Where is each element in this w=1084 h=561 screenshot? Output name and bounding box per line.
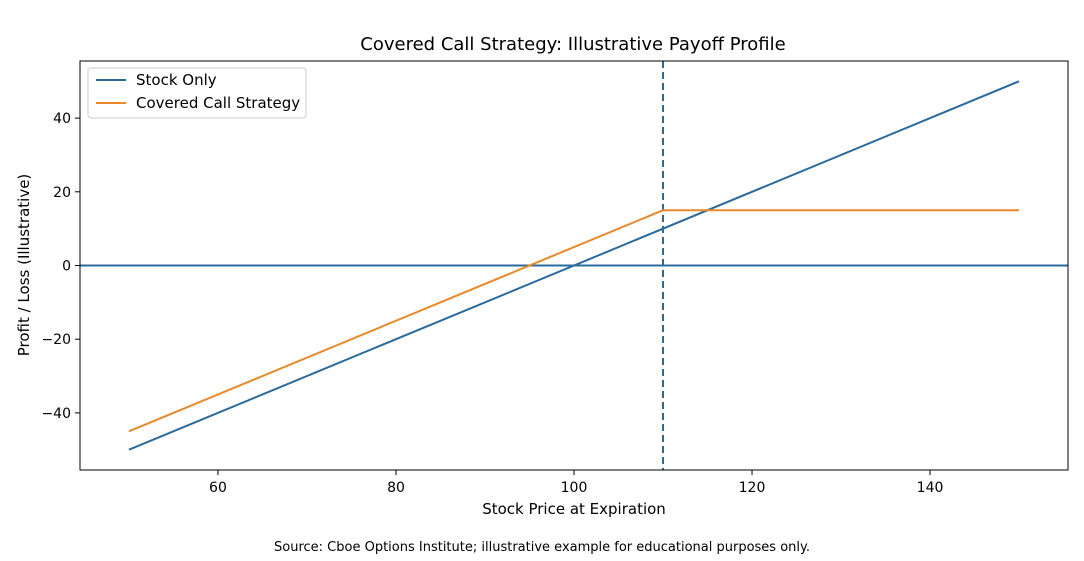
legend: Stock Only Covered Call Strategy: [87, 67, 307, 119]
x-tick-label: 100: [561, 480, 588, 496]
y-tick-label: −40: [41, 406, 71, 422]
legend-box: [87, 67, 307, 119]
y-tick-label: 40: [53, 111, 71, 127]
plot-area: [80, 61, 1068, 470]
y-tick-label: −20: [41, 332, 71, 348]
chart-title: Covered Call Strategy: Illustrative Payo…: [360, 34, 785, 55]
y-axis: −40 −20 0 20 40: [41, 111, 80, 422]
covered-call-line: [128, 209, 1020, 433]
x-tick-label: 120: [739, 480, 766, 496]
legend-label-covered-call: Covered Call Strategy: [136, 94, 300, 112]
stock-only-line: [128, 80, 1020, 451]
x-tick-label: 80: [387, 480, 405, 496]
source-note: Source: Cboe Options Institute; illustra…: [274, 540, 810, 555]
y-tick-label: 20: [53, 185, 71, 201]
y-axis-label: Profit / Loss (Illustrative): [15, 174, 33, 357]
x-axis-label: Stock Price at Expiration: [482, 500, 666, 518]
x-axis: 60 80 100 120 140: [209, 470, 943, 496]
x-tick-label: 60: [209, 480, 227, 496]
legend-label-stock-only: Stock Only: [136, 71, 217, 89]
x-tick-label: 140: [917, 480, 944, 496]
y-tick-label: 0: [62, 259, 71, 275]
